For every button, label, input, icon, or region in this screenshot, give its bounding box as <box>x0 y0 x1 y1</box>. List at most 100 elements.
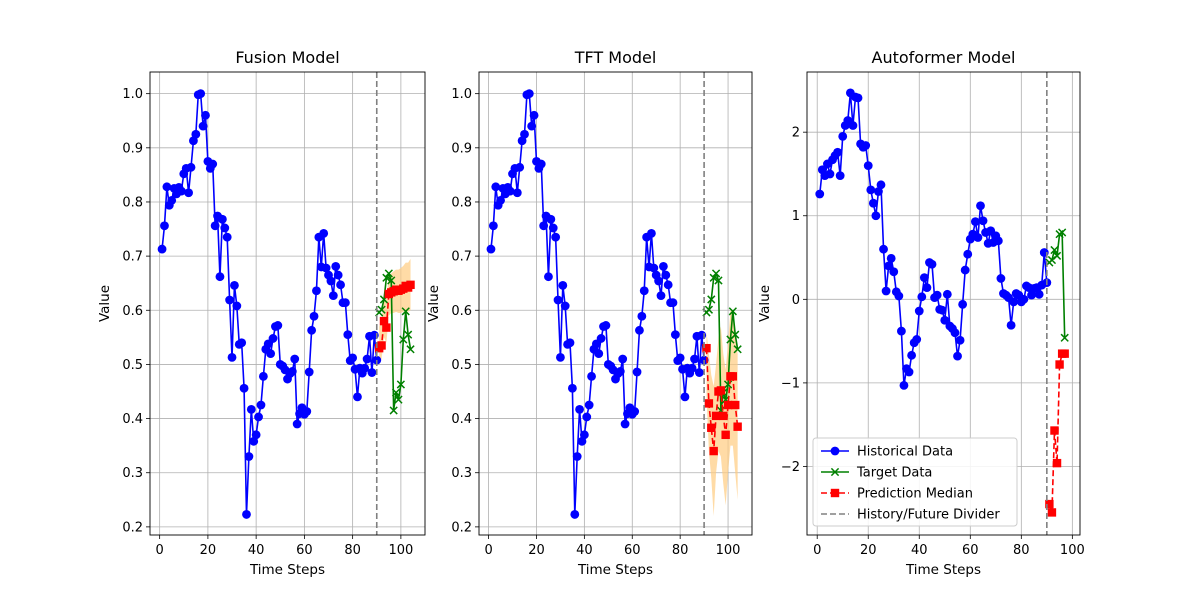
y-tick-label: 0.7 <box>451 250 472 265</box>
prediction-point <box>721 431 729 439</box>
historical-point <box>905 368 914 377</box>
historical-point <box>594 349 603 358</box>
historical-point <box>587 372 596 381</box>
historical-point <box>971 217 980 226</box>
historical-point <box>319 229 328 238</box>
legend: Historical Data Target Data Prediction Med… <box>813 438 1017 526</box>
historical-point <box>273 321 282 330</box>
historical-point <box>836 171 845 180</box>
historical-point <box>661 271 670 280</box>
historical-point <box>602 321 611 330</box>
historical-point <box>201 111 210 120</box>
legend-label: Historical Data <box>857 445 953 460</box>
y-tick-label: 0.9 <box>451 141 472 156</box>
historical-point <box>676 354 685 363</box>
historical-point <box>257 401 266 410</box>
historical-point <box>549 224 558 233</box>
historical-point <box>537 160 546 169</box>
historical-point <box>242 510 251 519</box>
historical-point <box>657 291 666 300</box>
x-tick-label: 0 <box>484 543 492 558</box>
legend-marker-prediction <box>831 489 839 497</box>
historical-point <box>877 180 886 189</box>
historical-point <box>353 393 362 402</box>
historical-point <box>585 401 594 410</box>
historical-point <box>635 326 644 335</box>
y-tick-label: 0.2 <box>122 520 143 535</box>
historical-point <box>228 353 237 362</box>
historical-point <box>1035 290 1044 299</box>
historical-point <box>958 300 967 309</box>
y-tick-label: 0.3 <box>451 466 472 481</box>
historical-point <box>302 407 311 416</box>
historical-point <box>887 254 896 263</box>
historical-point <box>196 89 205 98</box>
x-tick-label: 20 <box>860 543 877 558</box>
historical-point <box>513 188 522 197</box>
x-tick-label: 0 <box>156 543 164 558</box>
historical-point <box>266 349 275 358</box>
prediction-point <box>712 412 720 420</box>
prediction-point <box>1048 508 1056 516</box>
historical-point <box>269 334 278 343</box>
historical-point <box>556 353 565 362</box>
historical-point <box>838 132 847 141</box>
historical-point <box>259 372 268 381</box>
prediction-point <box>709 447 717 455</box>
x-tick-label: 0 <box>813 543 821 558</box>
y-tick-label: 0.6 <box>122 304 143 319</box>
prediction-point <box>1050 426 1058 434</box>
historical-point <box>654 277 663 286</box>
historical-point <box>869 199 878 208</box>
historical-point <box>199 122 208 131</box>
y-tick-label: 0.4 <box>451 412 472 427</box>
panel-title: Fusion Model <box>235 48 339 67</box>
x-tick-label: 100 <box>388 543 413 558</box>
prediction-point <box>1055 360 1063 368</box>
historical-point <box>963 250 972 259</box>
historical-point <box>305 368 314 377</box>
historical-point <box>177 187 186 196</box>
legend-label: Target Data <box>856 466 932 481</box>
historical-point <box>329 291 338 300</box>
autoformer-model-panel: Autoformer Model Time Steps Value 0 20 40 6… <box>757 48 1085 578</box>
historical-point <box>647 229 656 238</box>
prediction-point <box>733 422 741 430</box>
historical-point <box>544 272 553 281</box>
historical-point <box>917 292 926 301</box>
historical-point <box>546 215 555 224</box>
historical-point <box>915 307 924 316</box>
historical-point <box>489 221 498 230</box>
historical-point <box>245 452 254 461</box>
historical-point <box>341 298 350 307</box>
historical-point <box>637 312 646 321</box>
historical-point <box>849 121 858 130</box>
x-tick-label: 80 <box>672 543 689 558</box>
historical-point <box>220 224 229 233</box>
historical-point <box>539 221 548 230</box>
prediction-point <box>719 412 727 420</box>
historical-point <box>889 267 898 276</box>
y-axis-label: Value <box>757 285 773 322</box>
historical-point <box>530 111 539 120</box>
historical-point <box>618 355 627 364</box>
historical-point <box>669 298 678 307</box>
panel-title: Autoformer Model <box>872 48 1016 67</box>
historical-point <box>871 211 880 220</box>
historical-point <box>237 338 246 347</box>
historical-point <box>293 420 302 429</box>
x-tick-label: 20 <box>528 543 545 558</box>
historical-point <box>907 351 916 360</box>
historical-point <box>659 262 668 271</box>
historical-point <box>956 336 965 345</box>
prediction-point <box>382 323 390 331</box>
historical-point <box>573 452 582 461</box>
historical-point <box>897 327 906 336</box>
historical-point <box>336 280 345 289</box>
y-axis-label: Value <box>426 285 442 322</box>
historical-point <box>894 292 903 301</box>
legend-marker-historical <box>831 447 840 456</box>
panel-title: TFT Model <box>574 48 657 67</box>
x-tick-label: 80 <box>344 543 361 558</box>
